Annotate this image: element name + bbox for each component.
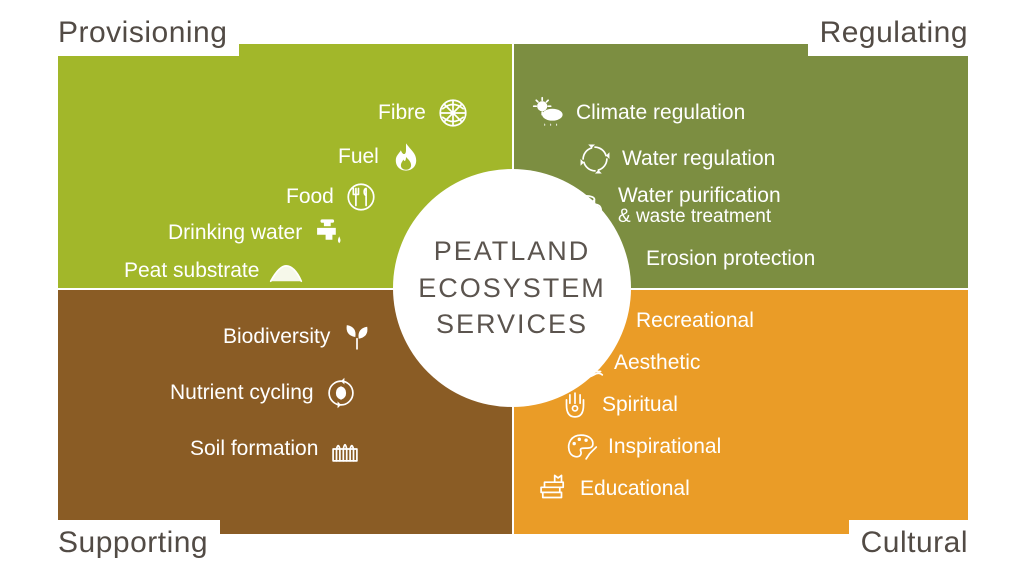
item-inspirational: Inspirational <box>564 430 721 464</box>
art-icon <box>564 430 598 464</box>
item-nutrient: Nutrient cycling <box>170 376 358 410</box>
fibre-icon <box>436 96 470 130</box>
item-label: Fuel <box>338 145 379 169</box>
item-label: Educational <box>580 477 690 501</box>
infographic-canvas: Fibre FuelFood Drinking water Peat substrat… <box>0 0 1024 576</box>
item-label: Climate regulation <box>576 101 745 125</box>
item-label: Erosion protection <box>646 247 815 271</box>
item-educational: Educational <box>536 472 690 506</box>
title-supporting: Supporting <box>58 520 220 566</box>
item-soil: Soil formation <box>190 432 362 466</box>
soil-icon <box>328 432 362 466</box>
center-line-2: ECOSYSTEM <box>418 270 606 306</box>
cycle-icon <box>324 376 358 410</box>
item-label: Fibre <box>378 101 426 125</box>
leaves-icon <box>340 320 374 354</box>
item-waterreg: Water regulation <box>578 142 775 176</box>
item-label: Aesthetic <box>614 351 700 375</box>
item-label: Inspirational <box>608 435 721 459</box>
item-label: Biodiversity <box>223 325 330 349</box>
item-label: Soil formation <box>190 437 318 461</box>
recycle-icon <box>578 142 612 176</box>
item-substrate: Peat substrate <box>124 254 303 288</box>
title-regulating: Regulating <box>808 10 968 56</box>
item-sublabel: & waste treatment <box>618 206 781 228</box>
title-provisioning: Provisioning <box>58 10 239 56</box>
item-label: Food <box>286 185 334 209</box>
cutlery-icon <box>344 180 378 214</box>
item-label: Nutrient cycling <box>170 381 314 405</box>
item-spiritual: Spiritual <box>558 388 678 422</box>
item-climate: Climate regulation <box>532 96 745 130</box>
item-label: Water purification& waste treatment <box>618 184 781 228</box>
center-circle: PEATLAND ECOSYSTEM SERVICES <box>393 169 631 407</box>
weather-icon <box>532 96 566 130</box>
item-biodiversity: Biodiversity <box>223 320 374 354</box>
item-water: Drinking water <box>168 216 346 250</box>
flame-icon <box>389 140 423 174</box>
item-label: Spiritual <box>602 393 678 417</box>
item-food: Food <box>286 180 378 214</box>
tap-icon <box>312 216 346 250</box>
center-line-3: SERVICES <box>418 306 606 342</box>
item-fuel: Fuel <box>338 140 423 174</box>
item-fibre: Fibre <box>378 96 470 130</box>
item-label: Water regulation <box>622 147 775 171</box>
item-label: Drinking water <box>168 221 302 245</box>
books-icon <box>536 472 570 506</box>
item-label: Recreational <box>636 309 754 333</box>
item-label: Peat substrate <box>124 259 259 283</box>
center-line-1: PEATLAND <box>418 233 606 269</box>
item-erosion: Erosion protection <box>602 242 815 276</box>
title-cultural: Cultural <box>849 520 968 566</box>
mound-icon <box>269 254 303 288</box>
